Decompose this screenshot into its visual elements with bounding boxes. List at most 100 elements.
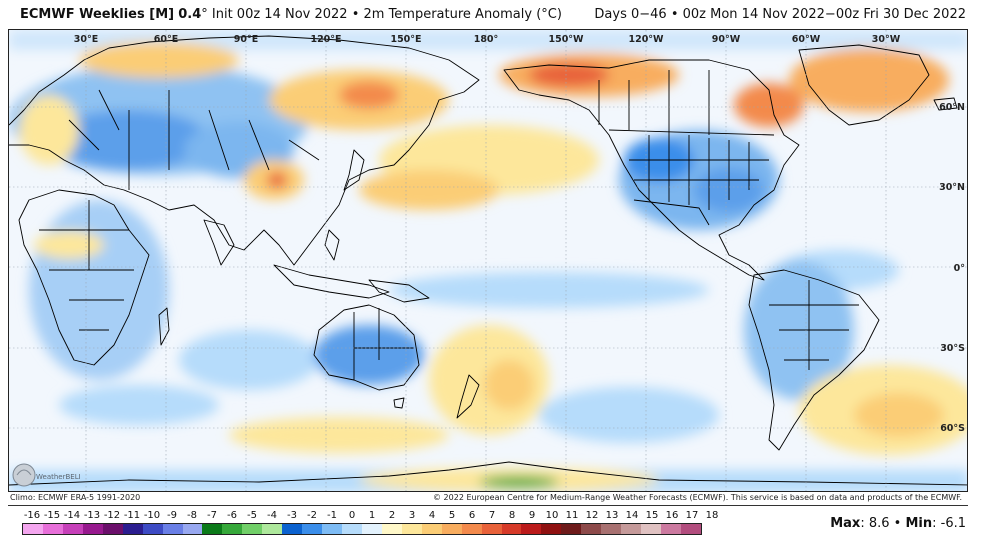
coast-greenland — [798, 44, 930, 126]
border-us-canada — [608, 129, 775, 136]
color-legend-swatch — [680, 524, 701, 534]
color-legend-swatch — [142, 524, 163, 534]
color-legend-tick: 3 — [408, 510, 416, 521]
color-legend-swatch — [242, 524, 263, 534]
color-legend-tick: 0 — [348, 510, 356, 521]
max-value: : 8.6 • — [860, 516, 902, 531]
graticule — [9, 30, 967, 491]
longitude-labels: 30°E 60°E 90°E 120°E 150°E 180° 150°W 12… — [74, 34, 901, 45]
color-legend-tick: 7 — [488, 510, 496, 521]
color-legend-tick: 4 — [428, 510, 436, 521]
coast-tasmania — [393, 397, 405, 409]
color-legend-swatch — [401, 524, 422, 534]
color-legend-swatch — [461, 524, 482, 534]
color-legend-tick: 5 — [448, 510, 456, 521]
coast-philippines — [324, 229, 340, 261]
copyright-note: © 2022 European Centre for Medium-Range … — [433, 493, 962, 502]
lon-label: 60°E — [154, 34, 178, 45]
lon-label: 90°W — [712, 34, 741, 45]
weatherbell-logo: WeatherBELL — [12, 457, 83, 489]
lon-label: 150°W — [548, 34, 584, 45]
color-legend-swatch — [361, 524, 382, 534]
coast-antarctica — [9, 461, 967, 486]
lon-label: 120°W — [628, 34, 664, 45]
color-legend-tick: 16 — [665, 510, 679, 521]
max-min-summary: Max: 8.6 • Min: -6.1 — [830, 516, 966, 531]
color-legend-swatch — [561, 524, 582, 534]
anomaly-shading — [9, 30, 967, 491]
color-legend-tick: -15 — [43, 510, 61, 521]
logo-text: WeatherBELL — [36, 473, 80, 481]
color-legend-swatch — [162, 524, 183, 534]
color-legend-swatch — [42, 524, 63, 534]
max-label: Max — [830, 516, 861, 531]
coast-iceland — [933, 97, 958, 111]
color-legend-swatch — [521, 524, 542, 534]
australia-borders — [353, 308, 414, 380]
lat-label: 30°S — [940, 343, 965, 354]
lat-label: 60°S — [940, 423, 965, 434]
color-legend-swatch — [601, 524, 622, 534]
lon-label: 180° — [474, 34, 499, 45]
color-legend-swatch — [501, 524, 522, 534]
color-legend-swatch — [441, 524, 462, 534]
color-legend-swatch — [641, 524, 661, 534]
color-legend-tick: 1 — [368, 510, 376, 521]
map-canvas: 30°E 60°E 90°E 120°E 150°E 180° 150°W 12… — [9, 30, 967, 491]
color-legend-tick: -12 — [103, 510, 121, 521]
color-legend-swatch — [23, 524, 43, 534]
color-legend-tick: -9 — [167, 510, 177, 521]
color-legend-labels: -16 -15 -14 -13 -12 -11 -10 -9 -8 -7 -6 -5 -4 -3 -2 -1 0… — [22, 510, 719, 523]
color-legend: -16 -15 -14 -13 -12 -11 -10 -9 -8 -7 -6 -5 -4 -3 -2 -1 0… — [22, 510, 719, 544]
color-legend-swatch — [541, 524, 562, 534]
color-legend-swatch — [82, 524, 103, 534]
color-legend-tick: 9 — [528, 510, 536, 521]
min-value: : -6.1 — [932, 516, 966, 531]
color-legend-tick: 8 — [508, 510, 516, 521]
lon-label: 60°W — [792, 34, 821, 45]
climatology-note: Climo: ECMWF ERA-5 1991-2020 — [10, 493, 141, 502]
color-legend-tick: 17 — [685, 510, 699, 521]
color-legend-tick: -10 — [143, 510, 161, 521]
lat-label: 0° — [954, 263, 965, 274]
color-legend-swatch — [661, 524, 681, 534]
valid-period: Days 0−46 • 00z Mon 14 Nov 2022−00z Fri … — [594, 7, 966, 22]
coast-eurasia — [9, 35, 480, 266]
lat-label: 30°N — [939, 182, 965, 193]
latitude-labels: 60°N 30°N 0° 30°S 60°S — [939, 102, 965, 434]
south-america-borders — [769, 280, 859, 370]
coast-africa — [18, 189, 150, 366]
color-legend-swatch — [102, 524, 123, 534]
weatherbell-logo-graphic: WeatherBELL — [12, 463, 83, 487]
color-legend-tick: -3 — [287, 510, 297, 521]
color-legend-swatch — [381, 524, 402, 534]
title: ECMWF Weeklies [M] 0.4° Init 00z 14 Nov … — [20, 7, 562, 22]
color-legend-tick: -13 — [83, 510, 101, 521]
color-legend-swatch — [322, 524, 342, 534]
chart-header: ECMWF Weeklies [M] 0.4° Init 00z 14 Nov … — [0, 0, 984, 28]
coast-new-zealand — [456, 374, 480, 419]
color-legend-tick: -5 — [247, 510, 257, 521]
color-legend-swatch — [302, 524, 323, 534]
color-legend-tick: 10 — [545, 510, 559, 521]
init-and-variable: Init 00z 14 Nov 2022 • 2m Temperature An… — [211, 7, 562, 22]
coast-indonesia — [273, 264, 390, 299]
lon-label: 120°E — [310, 34, 341, 45]
color-legend-swatch — [481, 524, 502, 534]
color-legend-swatch — [262, 524, 283, 534]
color-legend-swatch — [62, 524, 83, 534]
color-legend-tick: -4 — [267, 510, 277, 521]
lon-label: 30°E — [74, 34, 98, 45]
color-legend-tick: 14 — [625, 510, 639, 521]
min-label: Min — [905, 516, 933, 531]
color-legend-tick: -2 — [307, 510, 317, 521]
color-legend-tick: 13 — [605, 510, 619, 521]
color-legend-tick: -11 — [123, 510, 141, 521]
lon-label: 150°E — [390, 34, 421, 45]
model-resolution: 0.4 — [178, 7, 202, 22]
color-legend-tick: -7 — [207, 510, 217, 521]
coast-south-america — [748, 269, 880, 451]
color-legend-tick: 15 — [645, 510, 659, 521]
coastlines — [9, 35, 967, 486]
color-legend-tick: 12 — [585, 510, 599, 521]
